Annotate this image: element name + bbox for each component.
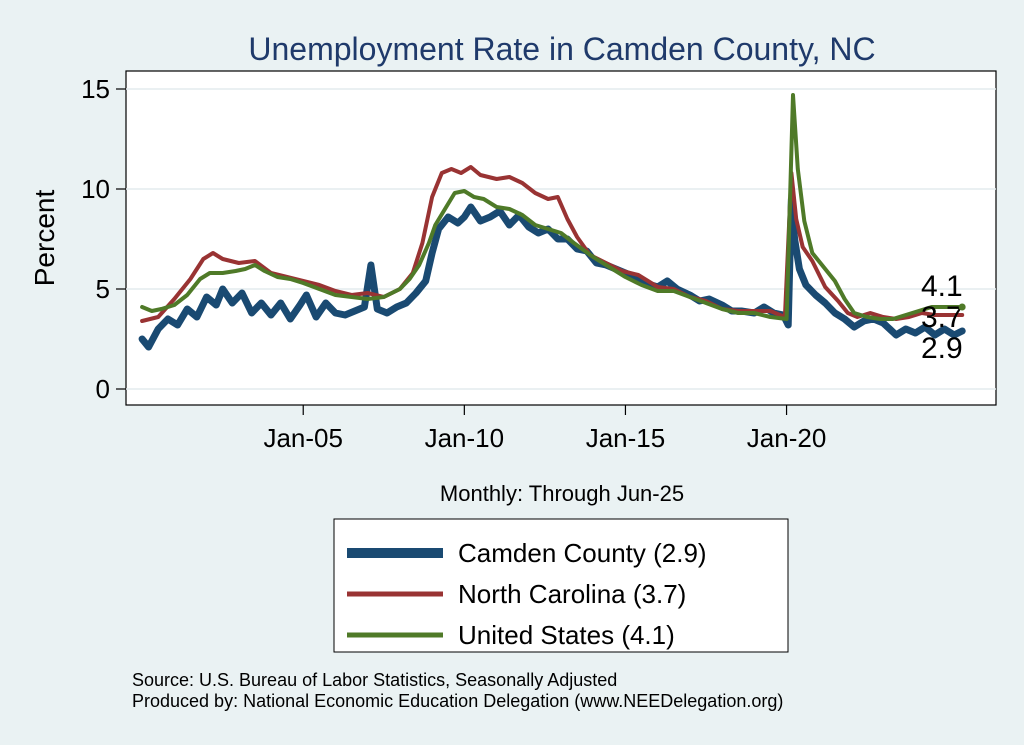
axes: 0 5 10 15 Jan-05 Jan-10 Jan-15 Jan-20 (81, 74, 826, 453)
x-tick-label: Jan-05 (263, 423, 343, 453)
legend-box (333, 518, 789, 653)
x-axis-note: Monthly: Through Jun-25 (440, 481, 684, 506)
x-tick-label: Jan-10 (425, 423, 505, 453)
y-axis-label: Percent (29, 190, 60, 287)
gridlines (126, 88, 996, 390)
legend-label: Camden County (2.9) (458, 538, 707, 568)
series-line-united-states (140, 93, 965, 321)
end-label: 3.7 (921, 301, 963, 334)
y-tick-label: 5 (96, 274, 110, 304)
legend: Camden County (2.9) North Carolina (3.7) U… (347, 538, 707, 650)
x-tick-label: Jan-15 (586, 423, 666, 453)
source-line: Source: U.S. Bureau of Labor Statistics,… (132, 670, 618, 690)
series-lines (138, 93, 966, 351)
x-tick-label: Jan-20 (747, 423, 827, 453)
legend-label: North Carolina (3.7) (458, 579, 686, 609)
chart-title: Unemployment Rate in Camden County, NC (248, 31, 875, 67)
y-tick-label: 0 (96, 374, 110, 404)
end-label: 2.9 (921, 332, 963, 365)
y-tick-label: 15 (81, 74, 110, 104)
produced-by-line: Produced by: National Economic Education… (132, 691, 784, 711)
end-marker (958, 303, 966, 311)
end-label: 4.1 (921, 270, 963, 303)
end-labels: 4.13.72.9 (921, 270, 966, 365)
y-tick-label: 10 (81, 174, 110, 204)
source-notes: Source: U.S. Bureau of Labor Statistics,… (132, 670, 783, 712)
legend-label: United States (4.1) (458, 620, 675, 650)
